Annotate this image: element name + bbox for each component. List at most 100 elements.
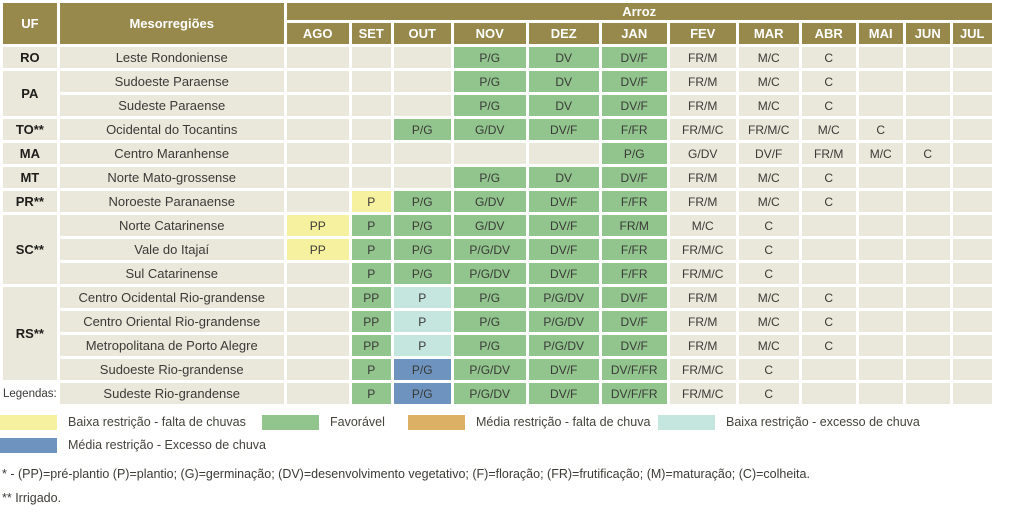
stage-cell: M/C <box>738 71 799 92</box>
month-header-out: OUT <box>393 23 451 44</box>
stage-cell: P/G <box>453 287 526 308</box>
stage-cell: F/FR <box>601 191 667 212</box>
stage-cell: P <box>351 263 391 284</box>
stage-cell: M/C <box>738 47 799 68</box>
stage-cell: M/C <box>738 335 799 356</box>
stage-cell: FR/M <box>669 311 736 332</box>
stage-cell: P/G <box>393 263 451 284</box>
stage-cell: P/G/DV <box>453 263 526 284</box>
stage-cell: DV/F <box>601 47 667 68</box>
stage-cell: P <box>393 311 451 332</box>
legend-item-label: Favorável <box>330 415 385 429</box>
empty-cell <box>858 383 903 404</box>
empty-cell <box>858 215 903 236</box>
empty-cell <box>286 71 349 92</box>
table-row: Vale do Itajaí PP P P/G P/G/DV DV/F F/FR FR/M/C… <box>3 239 992 260</box>
stage-cell: DV/F <box>601 95 667 116</box>
stage-cell: PP <box>351 335 391 356</box>
medium-restriction-lack-of-rain-swatch <box>408 414 465 430</box>
table-row: MT Norte Mato-grossense P/G DV DV/F FR/M M/C C <box>3 167 992 188</box>
stage-cell: DV <box>528 167 599 188</box>
stage-cell: DV/F <box>528 383 599 404</box>
month-header-dez: DEZ <box>528 23 599 44</box>
stage-cell: G/DV <box>669 143 736 164</box>
empty-cell <box>858 335 903 356</box>
legend-item-medium-restriction-lack-of-rain: Média restrição - falta de chuva <box>408 414 658 430</box>
stage-cell: DV/F <box>601 287 667 308</box>
stage-cell: M/C <box>858 143 903 164</box>
table-row: SC** Norte Catarinense PP P P/G G/DV DV/F FR/M M… <box>3 215 992 284</box>
uf-cell-pa: PA <box>3 71 57 116</box>
stage-cell: FR/M/C <box>669 263 736 284</box>
stage-cell: PP <box>351 311 391 332</box>
stage-cell: C <box>858 119 903 140</box>
empty-cell <box>952 263 992 284</box>
stage-cell: P <box>351 215 391 236</box>
stage-cell: FR/M <box>669 191 736 212</box>
empty-cell <box>952 239 992 260</box>
empty-cell <box>286 191 349 212</box>
stage-cell: FR/M/C <box>738 119 799 140</box>
empty-cell <box>286 119 349 140</box>
table-row: Metropolitana de Porto Alegre PP P P/G P/G/D… <box>3 335 992 356</box>
uf-cell-ma: MA <box>3 143 57 164</box>
stage-cell: C <box>738 359 799 380</box>
month-header-mai: MAI <box>858 23 903 44</box>
stage-cell: P/G/DV <box>453 383 526 404</box>
stage-cell: C <box>801 47 856 68</box>
legend: Baixa restrição - falta de chuvas Favoráv… <box>0 413 1024 454</box>
month-header-abr: ABR <box>801 23 856 44</box>
stage-cell: FR/M/C <box>669 383 736 404</box>
stage-cell: DV/F <box>601 311 667 332</box>
stage-cell: C <box>905 143 950 164</box>
empty-cell <box>393 167 451 188</box>
uf-cell-pr: PR** <box>3 191 57 212</box>
footnote-irrigated: ** Irrigado. <box>2 491 62 505</box>
mesoregion-cell: Vale do Itajaí <box>59 239 284 260</box>
stage-cell: P/G <box>601 143 667 164</box>
legend-row-1: Baixa restrição - falta de chuvas Favoráv… <box>0 413 1024 431</box>
stage-cell: P/G <box>393 359 451 380</box>
stage-cell: FR/M <box>669 95 736 116</box>
stage-cell: PP <box>351 287 391 308</box>
legend-item-low-restriction-lack-of-rain: Baixa restrição - falta de chuvas <box>0 414 262 430</box>
stage-cell: C <box>801 335 856 356</box>
empty-cell <box>286 167 349 188</box>
mesoregion-cell: Norte Mato-grossense <box>59 167 284 188</box>
mesoregion-cell: Sudoeste Paraense <box>59 71 284 92</box>
month-header-jun: JUN <box>905 23 950 44</box>
stage-cell: C <box>738 263 799 284</box>
stage-cell: C <box>738 383 799 404</box>
empty-cell <box>952 71 992 92</box>
empty-cell <box>858 71 903 92</box>
empty-cell <box>858 95 903 116</box>
stage-cell: P/G <box>453 335 526 356</box>
crop-name-header: Arroz <box>286 3 992 20</box>
stage-cell: P/G <box>453 167 526 188</box>
stage-cell: C <box>801 287 856 308</box>
empty-cell <box>351 47 391 68</box>
stage-cell: G/DV <box>453 191 526 212</box>
stage-cell: P <box>351 191 391 212</box>
mesoregion-cell: Sudoeste Rio-grandense <box>59 359 284 380</box>
empty-cell <box>286 263 349 284</box>
empty-cell <box>286 311 349 332</box>
legend-row-2: Média restrição - Excesso de chuva <box>0 436 1024 454</box>
month-header-mar: MAR <box>738 23 799 44</box>
empty-cell <box>453 143 526 164</box>
empty-cell <box>905 335 950 356</box>
empty-cell <box>952 119 992 140</box>
table-row: Sudoeste Rio-grandense P P/G P/G/DV DV/F DV/F… <box>3 359 992 380</box>
stage-cell: DV/F <box>528 215 599 236</box>
uf-cell-rs: RS** <box>3 287 57 380</box>
empty-cell <box>286 143 349 164</box>
legend-item-label: Baixa restrição - falta de chuvas <box>68 415 246 429</box>
empty-cell <box>286 47 349 68</box>
empty-cell <box>905 119 950 140</box>
stage-cell: P/G <box>393 119 451 140</box>
stage-cell: DV/F <box>528 119 599 140</box>
stage-cell: P <box>393 287 451 308</box>
stage-cell: DV/F <box>601 71 667 92</box>
empty-cell <box>351 71 391 92</box>
